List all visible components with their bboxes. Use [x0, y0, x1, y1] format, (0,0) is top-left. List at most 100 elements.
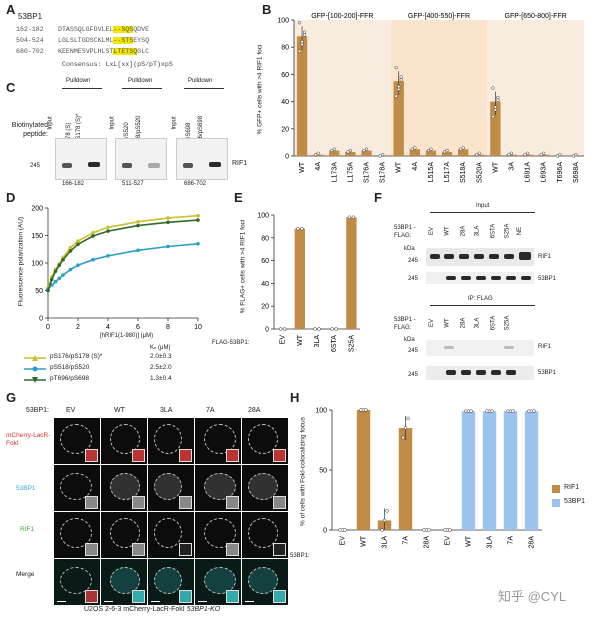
- zoom-inset: [179, 590, 192, 603]
- bar: [490, 101, 501, 156]
- x-tick-label: WT: [297, 334, 304, 346]
- x-tick-label: 7A: [403, 536, 410, 545]
- y-tick-label: 100: [31, 261, 43, 268]
- f-kda-top: kDa: [404, 246, 415, 252]
- data-point: [302, 30, 307, 34]
- group-label: GFP-[650-800]-FFR: [505, 13, 567, 20]
- data-point: [397, 87, 401, 92]
- data-point: [362, 148, 366, 153]
- panel-d-legend: pS176/pS178 (S)* 2.0±0.3 pS518/pS520 2.5…: [24, 353, 214, 386]
- x-tick-label: L691A: [525, 162, 532, 183]
- zoom-inset: [132, 590, 145, 603]
- g-row-label-mcherry: mCherry-LacR-FokI: [6, 432, 51, 447]
- data-point: [542, 151, 546, 155]
- x-tick-label: L517A: [444, 162, 451, 183]
- x-tick-label: T696A: [557, 162, 564, 183]
- data-point: [491, 86, 495, 90]
- data-point: [469, 409, 473, 413]
- bar: [345, 151, 356, 156]
- scale-bar: [151, 600, 160, 602]
- legend-row: pS176/pS178 (S)* 2.0±0.3: [24, 353, 214, 364]
- panel-c-label: C: [6, 80, 16, 95]
- y-tick-label: 60: [281, 72, 289, 79]
- microscopy-tile: [54, 512, 100, 558]
- data-point: [57, 263, 62, 267]
- data-point: [571, 154, 576, 158]
- nucleus-outline: [248, 518, 278, 548]
- data-point: [403, 426, 408, 430]
- zoom-inset: [132, 543, 145, 556]
- microscopy-tile: [101, 418, 147, 464]
- y-tick-label: 0: [285, 154, 289, 161]
- zoom-inset: [226, 590, 239, 603]
- zoom-inset: [273, 496, 286, 509]
- zoom-inset: [273, 543, 286, 556]
- f-band-53bp1-bottom: 53BP1: [538, 370, 557, 376]
- nucleus-outline: [248, 424, 278, 454]
- x-tick-label: 4A: [315, 162, 322, 171]
- data-point: [136, 219, 140, 224]
- panel-e-label: E: [234, 190, 243, 205]
- data-point: [282, 327, 287, 331]
- data-point: [106, 254, 110, 258]
- data-point: [448, 528, 452, 532]
- data-point: [49, 277, 54, 282]
- data-point: [196, 213, 200, 218]
- x-tick-label: EV: [445, 536, 452, 546]
- sequence-row: 162-182 DTASSQLGFGVLEL--SQSQDVE: [16, 26, 150, 33]
- f-blot-ip-53bp1: [426, 366, 534, 380]
- data-point: [461, 146, 465, 150]
- nucleus-outline: [110, 424, 140, 454]
- panel-g-label: G: [6, 390, 17, 405]
- zoom-inset: [85, 449, 98, 462]
- c-band-rif1: RIF1: [232, 160, 248, 167]
- y-tick-label: 0: [323, 528, 327, 535]
- data-point: [574, 152, 578, 157]
- y-tick-label: 80: [261, 235, 269, 242]
- y-tick-label: 40: [261, 281, 269, 288]
- x-tick-label: L693A: [541, 162, 548, 183]
- group-label: GFP-[400-550]-FFR: [408, 13, 470, 20]
- zoom-inset: [85, 543, 98, 556]
- scale-bar: [104, 600, 113, 602]
- nucleus-outline: [154, 424, 182, 454]
- data-point: [330, 148, 334, 153]
- microscopy-tile: [242, 418, 288, 464]
- data-point: [496, 95, 500, 100]
- zoom-inset: [226, 449, 239, 462]
- x-tick-label: S25A: [348, 335, 355, 352]
- data-point: [106, 225, 110, 230]
- zoom-inset: [179, 449, 192, 462]
- x-tick-label: 28A: [424, 536, 431, 549]
- nucleus-outline: [154, 567, 182, 594]
- microscopy-tile: [148, 418, 194, 464]
- data-point: [343, 528, 347, 532]
- f-blot-ip-rif1: [426, 340, 534, 356]
- data-point: [427, 528, 431, 532]
- f-band-rif1-bottom: RIF1: [538, 344, 552, 350]
- x-tick-label: S698A: [573, 162, 580, 183]
- f-lanes-bottom: EV WT 28A 3LA 6STA S25A: [429, 315, 511, 331]
- nucleus-outline: [204, 473, 236, 500]
- microscopy-tile: [195, 512, 241, 558]
- data-point: [397, 84, 401, 89]
- microscopy-tile: [101, 465, 147, 511]
- bar: [538, 154, 549, 156]
- x-tick-label: EV: [280, 335, 287, 345]
- g-header: 53BP1:: [26, 407, 49, 414]
- nucleus-outline: [110, 518, 140, 548]
- y-tick-label: 200: [31, 206, 43, 213]
- zoom-inset: [132, 449, 145, 462]
- bar: [313, 154, 324, 156]
- watermark: 知乎 @CYL: [498, 589, 567, 604]
- c-lane-labels: Input S176/S178 (S) pS176/pS178 (S)* Inp…: [47, 114, 204, 162]
- nucleus-outline: [204, 567, 236, 594]
- data-point: [166, 220, 170, 225]
- f-mw-bottom-2: 245: [408, 372, 419, 378]
- data-point: [106, 229, 110, 233]
- group-shade: [487, 20, 584, 156]
- f-side-label-bottom: 53BP1 -FLAG:: [394, 317, 416, 331]
- data-point: [313, 327, 317, 331]
- c-range-3: 686-702: [184, 181, 207, 187]
- microscopy-grid: [54, 418, 288, 608]
